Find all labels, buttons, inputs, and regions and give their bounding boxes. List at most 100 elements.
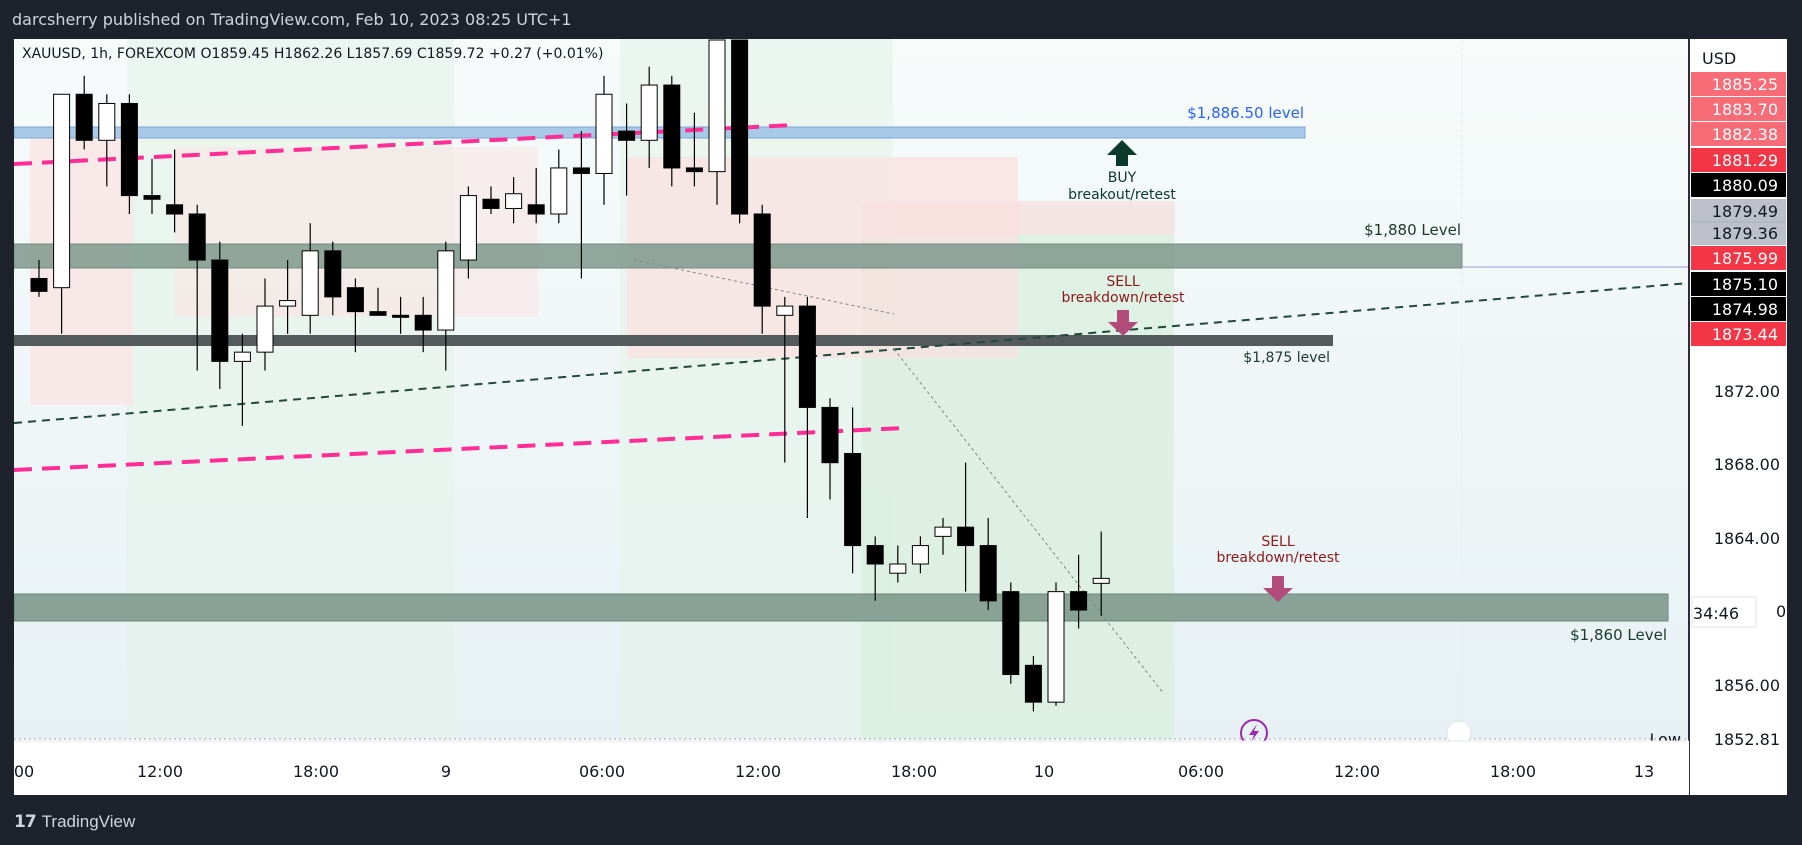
symbol-info: XAUUSD, 1h, FOREXCOM O1859.45 H1862.26 L… — [22, 46, 603, 62]
sell-annotation-title: SELL — [1261, 534, 1295, 550]
candle-body — [1047, 591, 1065, 703]
candle-body — [866, 545, 884, 565]
candle-body — [663, 84, 681, 169]
countdown-text: 34:46 — [1693, 604, 1739, 623]
x-tick-label: 06:00 — [1178, 762, 1224, 781]
candle-body — [301, 250, 319, 316]
price-badge-label: 1883.70 — [1712, 100, 1778, 119]
candle-body — [1024, 664, 1042, 703]
price-badge-label: 1875.99 — [1712, 249, 1778, 268]
candle-body — [459, 195, 477, 261]
candle-body — [527, 204, 545, 215]
buy-arrow-icon — [1107, 140, 1137, 166]
tradingview-logo-icon: 17 — [14, 812, 37, 832]
x-tick-label: 06:00 — [579, 762, 625, 781]
candle-body — [844, 452, 862, 547]
x-tick-label: 13 — [1634, 762, 1654, 781]
candle-body — [211, 259, 229, 362]
candle-body — [957, 526, 975, 547]
candle-body — [731, 39, 749, 215]
candle-body — [889, 563, 907, 574]
candle-body — [505, 193, 523, 209]
session-zone — [127, 39, 454, 739]
price-chart[interactable]: $1,886.50 level $1,880 Level $1,875 leve… — [13, 39, 1787, 795]
sell-annotation-title: SELL — [1106, 274, 1140, 290]
candle-body — [324, 250, 342, 298]
candle-body — [143, 195, 161, 200]
x-tick-label: 18:00 — [293, 762, 339, 781]
candle-body — [685, 167, 703, 173]
candle-body — [30, 277, 48, 292]
candle-body — [640, 84, 658, 141]
y-tick-label: 1864.00 — [1714, 529, 1780, 548]
level-label-1886: $1,886.50 level — [1187, 104, 1304, 122]
price-badge — [1691, 173, 1786, 197]
price-badge-label: 1879.49 — [1712, 202, 1778, 221]
time-axis[interactable] — [14, 741, 1689, 795]
price-badge — [1691, 246, 1786, 270]
level-label-1880: $1,880 Level — [1364, 221, 1461, 239]
candle-body — [753, 213, 771, 307]
trendline-dashed-green — [13, 282, 1690, 424]
level-band-1875 — [14, 335, 1333, 346]
candle-body — [934, 526, 952, 537]
buy-annotation-title: BUY — [1108, 170, 1137, 186]
candle-body — [279, 300, 297, 307]
session-zone — [620, 39, 893, 739]
level-label-1875: $1,875 level — [1243, 350, 1330, 366]
candle-body — [776, 305, 794, 316]
low-value-box — [1691, 725, 1786, 751]
candle-body — [392, 314, 410, 318]
price-badge-label: 1880.09 — [1712, 176, 1778, 195]
candle-body — [233, 351, 251, 362]
price-badge-label: 1874.98 — [1712, 300, 1778, 319]
candles — [30, 39, 1110, 712]
candle-body — [98, 102, 116, 141]
publisher-bar: darcsherry published on TradingView.com,… — [0, 0, 1802, 40]
low-value: 1852.81 — [1714, 730, 1780, 749]
candle-body — [708, 39, 726, 173]
price-badge — [1691, 322, 1786, 346]
price-badge — [1691, 97, 1786, 121]
x-tick-label: 10 — [1034, 762, 1054, 781]
tradingview-logo-text: TradingView — [41, 812, 136, 831]
level-label-1860: $1,860 Level — [1570, 626, 1667, 644]
price-badge — [1691, 199, 1786, 223]
sell-arrow-icon — [1263, 576, 1293, 602]
trendline-dotted — [893, 348, 1165, 695]
publisher-text: darcsherry published on TradingView.com,… — [12, 10, 572, 29]
lightning-icon-bolt — [1249, 724, 1259, 742]
buy-annotation-subtitle: breakout/retest — [1068, 187, 1176, 203]
price-badge — [1691, 148, 1786, 172]
countdown-edge: 0 — [1776, 602, 1786, 621]
x-tick-label: 18:00 — [1490, 762, 1536, 781]
sell-arrow-icon — [1108, 310, 1138, 336]
sell-annotation-subtitle: breakdown/retest — [1216, 550, 1340, 566]
x-tick-label: 18:00 — [891, 762, 937, 781]
price-badge-label: 1882.38 — [1712, 125, 1778, 144]
level-band-1880 — [13, 243, 1463, 269]
candle-body — [550, 167, 568, 215]
countdown-box — [1691, 596, 1757, 628]
y-tick-label: 1856.00 — [1714, 676, 1780, 695]
candle-body — [618, 130, 636, 141]
chart-frame: $1,886.50 level $1,880 Level $1,875 leve… — [13, 39, 1787, 795]
candle-body — [188, 213, 206, 261]
sell-annotation-subtitle: breakdown/retest — [1061, 290, 1185, 306]
candle-body — [120, 102, 138, 197]
price-badge-label: 1881.29 — [1712, 151, 1778, 170]
candle-body — [53, 93, 71, 289]
tradingview-logo[interactable]: 17 TradingView — [14, 812, 135, 832]
price-badge — [1691, 221, 1786, 245]
candle-body — [482, 198, 500, 209]
candle-body — [979, 545, 997, 602]
candle-body — [572, 167, 590, 174]
price-badge-label: 1873.44 — [1712, 325, 1778, 344]
trendline-magenta — [13, 426, 905, 472]
candle-body — [256, 305, 274, 353]
price-badge — [1691, 297, 1786, 321]
candle-body — [346, 287, 364, 313]
candle-body — [1002, 591, 1020, 676]
x-tick-label: 12:00 — [735, 762, 781, 781]
candle-body — [595, 93, 613, 174]
